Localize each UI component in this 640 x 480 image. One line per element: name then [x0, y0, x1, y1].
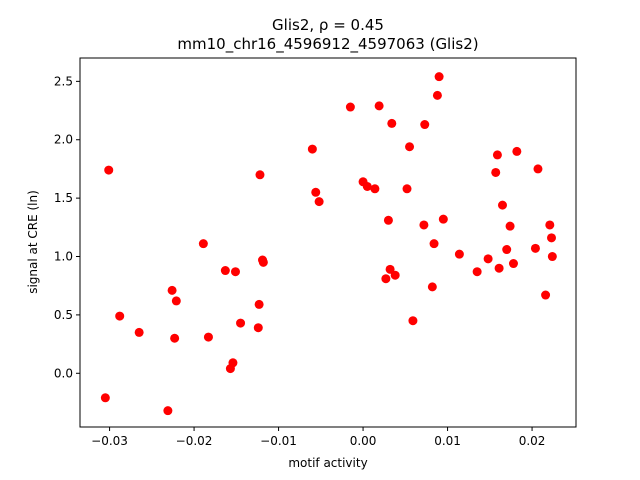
- x-tick-label: 0.02: [519, 434, 546, 448]
- data-point: [387, 118, 397, 128]
- data-point: [508, 259, 518, 269]
- data-point: [390, 270, 400, 280]
- y-axis-ticks: 0.0 0.5 1.0 1.5 2.0 2.5: [54, 74, 80, 380]
- chart-title-line2: mm10_chr16_4596912_4597063 (Glis2): [177, 35, 478, 54]
- y-tick-label: 1.5: [54, 191, 73, 205]
- data-point: [429, 239, 439, 249]
- data-point: [253, 323, 263, 333]
- data-point: [405, 142, 415, 152]
- data-point: [370, 184, 380, 194]
- data-point: [171, 296, 181, 306]
- data-point: [492, 150, 502, 160]
- data-point: [163, 406, 173, 416]
- data-point: [432, 90, 442, 100]
- data-point: [381, 274, 391, 284]
- x-tick-label: 0.01: [434, 434, 461, 448]
- data-point: [385, 264, 395, 274]
- data-point: [502, 245, 512, 255]
- data-point: [254, 299, 264, 309]
- y-tick-label: 0.5: [54, 308, 73, 322]
- y-tick-label: 2.0: [54, 133, 73, 147]
- x-tick-label: −0.01: [260, 434, 297, 448]
- data-point: [505, 221, 515, 231]
- chart-title-line1: Glis2, ρ = 0.45: [272, 16, 384, 34]
- data-points: [100, 72, 557, 416]
- data-point: [374, 101, 384, 111]
- data-point: [491, 167, 501, 177]
- data-point: [104, 165, 114, 175]
- data-point: [533, 164, 543, 174]
- x-axis-label: motif activity: [288, 456, 367, 470]
- data-point: [230, 267, 240, 277]
- data-point: [497, 200, 507, 210]
- data-point: [541, 290, 551, 300]
- data-point: [167, 285, 177, 295]
- data-point: [115, 311, 125, 321]
- data-point: [100, 393, 110, 403]
- data-point: [170, 333, 180, 343]
- x-tick-label: 0.00: [350, 434, 377, 448]
- data-point: [258, 257, 268, 267]
- data-point: [307, 144, 317, 154]
- y-tick-label: 1.0: [54, 250, 73, 264]
- data-point: [255, 170, 265, 180]
- data-point: [311, 187, 321, 197]
- data-point: [203, 332, 213, 342]
- data-point: [419, 220, 429, 230]
- data-point: [220, 266, 230, 276]
- y-tick-label: 0.0: [54, 366, 73, 380]
- data-point: [472, 267, 482, 277]
- data-point: [236, 318, 246, 328]
- x-tick-label: −0.02: [176, 434, 213, 448]
- x-axis-ticks: −0.03 −0.02 −0.01 0.00 0.01 0.02: [91, 427, 545, 448]
- data-point: [547, 252, 557, 262]
- data-point: [408, 316, 418, 326]
- data-point: [420, 120, 430, 130]
- data-point: [314, 197, 324, 207]
- data-point: [434, 72, 444, 82]
- data-point: [494, 263, 504, 273]
- data-point: [547, 233, 556, 243]
- plot-frame: [79, 57, 577, 428]
- data-point: [427, 282, 437, 292]
- data-point: [454, 249, 464, 259]
- data-point: [362, 181, 372, 191]
- data-point: [483, 254, 493, 264]
- data-point: [198, 239, 208, 249]
- data-point: [345, 102, 355, 112]
- y-tick-label: 2.5: [54, 74, 73, 88]
- data-point: [383, 215, 393, 225]
- data-point: [402, 184, 412, 194]
- data-point: [545, 220, 555, 230]
- data-point: [512, 146, 522, 156]
- x-tick-label: −0.03: [91, 434, 128, 448]
- data-point: [228, 358, 238, 368]
- data-point: [134, 327, 144, 337]
- data-point: [530, 243, 540, 253]
- data-point: [438, 214, 448, 224]
- y-axis-label: signal at CRE (ln): [26, 190, 40, 294]
